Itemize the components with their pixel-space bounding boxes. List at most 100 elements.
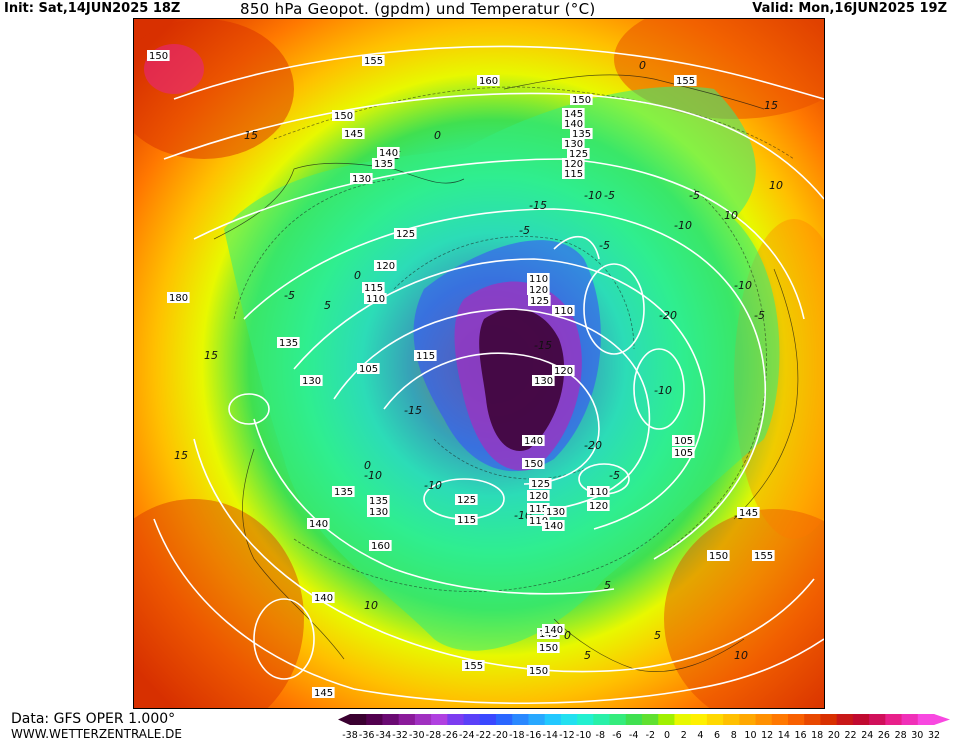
colorbar-swatches xyxy=(338,714,950,725)
colorbar-tick-label: 6 xyxy=(714,730,720,740)
colorbar-swatch xyxy=(674,714,692,725)
temperature-contour-label: -5 xyxy=(754,309,765,322)
geopotential-contour-label: 150 xyxy=(522,458,545,470)
geopotential-contour-label: 125 xyxy=(394,228,417,240)
geopotential-contour-label: 120 xyxy=(562,158,585,170)
geopotential-contour-label: 130 xyxy=(532,375,555,387)
colorbar-swatch xyxy=(706,714,724,725)
colorbar-tick-label: 16 xyxy=(794,730,806,740)
colorbar-swatch xyxy=(496,714,513,725)
svg-text:110: 110 xyxy=(554,306,573,317)
svg-text:140: 140 xyxy=(544,625,563,636)
colorbar-tick-label: -6 xyxy=(612,730,621,740)
geopotential-contour-label: 150 xyxy=(707,550,730,562)
colorbar-ticks: -38 -36 -34 -32 -30 -28 -26 -24 -22 -20 -18 -16 -14-… xyxy=(342,730,940,740)
svg-text:140: 140 xyxy=(524,436,543,447)
colorbar-tick-label: 24 xyxy=(861,730,873,740)
svg-text:115: 115 xyxy=(529,504,548,515)
temperature-contour-label: -10 xyxy=(364,469,382,482)
svg-text:110: 110 xyxy=(529,516,548,527)
svg-text:115: 115 xyxy=(457,515,476,526)
geopotential-contour-label: 150 xyxy=(332,110,355,122)
geopotential-contour-label: 105 xyxy=(357,363,380,375)
colorbar-tick-label: -4 xyxy=(629,730,638,740)
temperature-contour-label: 5 xyxy=(584,649,591,662)
colorbar-tick-label: 10 xyxy=(744,730,756,740)
geopotential-contour-label: 115 xyxy=(455,514,478,526)
svg-text:155: 155 xyxy=(676,76,695,87)
colorbar-swatch xyxy=(869,714,886,725)
geopotential-contour-label: 115 xyxy=(414,350,437,362)
temperature-contour-label: 15 xyxy=(204,349,218,362)
temperature-contour-label: -20 xyxy=(584,439,602,452)
colorbar-swatch xyxy=(723,714,740,725)
temperature-labels: -15-15-10-10-5-5-5-5-10-10-5000555101015… xyxy=(174,59,783,662)
colorbar-swatch xyxy=(690,714,708,725)
geopotential-contour-label: 125 xyxy=(528,295,551,307)
colorbar-swatch xyxy=(609,714,627,725)
colorbar-swatch xyxy=(512,714,529,725)
svg-text:110: 110 xyxy=(529,274,548,285)
temperature-contour-label: 15 xyxy=(764,99,778,112)
svg-text:125: 125 xyxy=(530,296,549,307)
colorbar-tick-label: 4 xyxy=(697,730,703,740)
temperature-colorbar: -38 -36 -34 -32 -30 -28 -26 -24 -22 -20 -18 -16 -14-… xyxy=(338,714,950,740)
svg-text:125: 125 xyxy=(531,479,550,490)
coastline-eurasia-north xyxy=(503,74,765,110)
svg-text:120: 120 xyxy=(529,491,548,502)
colorbar-tick-label: -24 xyxy=(459,730,475,740)
svg-text:140: 140 xyxy=(564,119,583,130)
colorbar-tick-label: 32 xyxy=(928,730,940,740)
geopotential-contour-label: 110 xyxy=(527,273,550,285)
geopotential-contour-label: 125 xyxy=(567,148,590,160)
temperature-contour-label: 10 xyxy=(724,209,738,222)
colorbar-swatch xyxy=(431,714,448,725)
temperature-contour-label: 15 xyxy=(174,449,188,462)
weather-map: -15-15-10-10-5-5-5-5-10-10-5000555101015… xyxy=(133,18,825,709)
svg-text:145: 145 xyxy=(739,508,758,519)
temperature-contour-label: 0 xyxy=(639,59,646,72)
geopotential-contour-label: 125 xyxy=(455,494,478,506)
colorbar-tick-label: -14 xyxy=(542,730,558,740)
colorbar-swatch xyxy=(593,714,611,725)
svg-text:130: 130 xyxy=(534,376,553,387)
colorbar-tick-label: 18 xyxy=(811,730,823,740)
svg-text:140: 140 xyxy=(314,593,333,604)
svg-text:135: 135 xyxy=(369,496,388,507)
colorbar-swatch xyxy=(820,714,838,725)
svg-text:180: 180 xyxy=(169,293,188,304)
colorbar-tick-label: -16 xyxy=(526,730,542,740)
colorbar-swatch xyxy=(658,714,675,725)
temperature-contour-label: 5 xyxy=(604,579,611,592)
colorbar-tick-label: -12 xyxy=(559,730,575,740)
svg-text:140: 140 xyxy=(309,519,328,530)
geopotential-contour-label: 150 xyxy=(147,50,170,62)
svg-text:135: 135 xyxy=(279,338,298,349)
svg-text:130: 130 xyxy=(369,507,388,518)
geopotential-contour-label: 130 xyxy=(350,173,373,185)
svg-text:110: 110 xyxy=(366,294,385,305)
colorbar-swatch xyxy=(447,714,465,725)
colorbar-tick-label: -22 xyxy=(476,730,492,740)
colorbar-tick-label: 12 xyxy=(761,730,773,740)
svg-text:145: 145 xyxy=(564,109,583,120)
svg-text:120: 120 xyxy=(376,261,395,272)
geopotential-contour-label: 115 xyxy=(527,503,550,515)
svg-text:135: 135 xyxy=(334,487,353,498)
temperature-contour-label: -5 xyxy=(689,189,700,202)
colorbar-tick-label: -10 xyxy=(576,730,592,740)
svg-text:160: 160 xyxy=(371,541,390,552)
colorbar-tick-label: 26 xyxy=(878,730,890,740)
temperature-contour-label: 0 xyxy=(364,459,371,472)
svg-text:125: 125 xyxy=(569,149,588,160)
temperature-contour-label: 0 xyxy=(564,629,571,642)
svg-text:115: 115 xyxy=(564,169,583,180)
colorbar-tick-label: -2 xyxy=(646,730,655,740)
svg-text:135: 135 xyxy=(572,129,591,140)
geopotential-contour-label: 135 xyxy=(332,486,355,498)
colorbar-tick-label: -38 xyxy=(342,730,358,740)
geopotential-contour-label: 150 xyxy=(537,642,560,654)
geopotential-contour-label: 105 xyxy=(672,447,695,459)
svg-text:160: 160 xyxy=(479,76,498,87)
data-source-label: Data: GFS OPER 1.000° xyxy=(11,711,176,727)
